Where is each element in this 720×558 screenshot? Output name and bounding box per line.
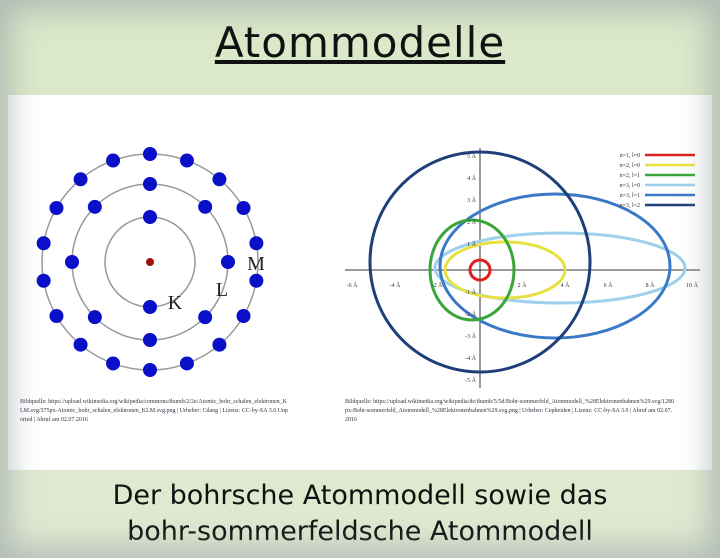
- x-axis-label: -6 Å: [347, 281, 358, 289]
- electron: [37, 274, 51, 288]
- x-axis-label: -2 Å: [432, 281, 443, 289]
- electron: [198, 310, 212, 324]
- shell-label: L: [216, 279, 228, 301]
- legend-label: n=2, l=0: [620, 163, 640, 169]
- electron: [49, 201, 63, 215]
- y-axis-label: 3 Å: [467, 196, 477, 204]
- footer-line: bohr-sommerfeldsche Atommodell: [0, 514, 720, 550]
- y-axis-label: -4 Å: [465, 354, 476, 362]
- electron: [143, 177, 157, 191]
- shell-label: K: [168, 292, 183, 314]
- footer: Der bohrsche Atommodell sowie das bohr-s…: [0, 478, 720, 550]
- bohr-sommerfeld-model: -6 Å -4 Å -2 Å 2 Å 4 Å 6 Å 8 Å 10 Å 5 Å 4 Å 3 Å 2 Å…: [345, 148, 700, 388]
- electron: [237, 201, 251, 215]
- electron: [249, 236, 263, 250]
- x-axis-label: 2 Å: [518, 281, 528, 289]
- electron: [65, 255, 79, 269]
- nucleus: [146, 258, 154, 266]
- shell-label: M: [247, 253, 265, 275]
- electron: [106, 154, 120, 168]
- footer-line: Der bohrsche Atommodell sowie das: [0, 478, 720, 514]
- y-axis-label: 1 Å: [467, 240, 477, 248]
- electron: [106, 356, 120, 370]
- electron: [143, 333, 157, 347]
- legend-label: n=3, l=1: [620, 193, 640, 199]
- electron: [212, 338, 226, 352]
- legend-label: n=2, l=1: [620, 173, 640, 179]
- legend-label: n=3, l=0: [620, 183, 640, 189]
- electron: [249, 274, 263, 288]
- electron: [221, 255, 235, 269]
- electron: [212, 172, 226, 186]
- electron: [88, 310, 102, 324]
- electron: [37, 236, 51, 250]
- electron: [198, 200, 212, 214]
- x-axis-label: 10 Å: [686, 281, 699, 289]
- y-axis-label: -5 Å: [465, 376, 476, 384]
- electron: [143, 300, 157, 314]
- electron: [49, 309, 63, 323]
- y-axis-label: 4 Å: [467, 174, 477, 182]
- y-axis-label: -1 Å: [465, 288, 476, 296]
- y-axis-label: -2 Å: [465, 310, 476, 318]
- caption: Bildquelle: https://upload.wikimedia.org…: [345, 398, 675, 425]
- electron: [74, 338, 88, 352]
- legend-label: n=3, l=2: [620, 203, 640, 209]
- caption: Bildquelle: https://upload.wikimedia.org…: [20, 398, 290, 425]
- slide: Atommodelle KLM -6 Å-4 Å-2 Å2 Å4 Å6 Å8 Å…: [0, 0, 720, 558]
- electron: [88, 200, 102, 214]
- x-axis-label: 4 Å: [561, 281, 571, 289]
- electron: [237, 309, 251, 323]
- y-axis-label: 2 Å: [467, 218, 477, 226]
- bohr-model: K LM: [37, 147, 265, 377]
- electron: [143, 210, 157, 224]
- y-axis-label: 5 Å: [467, 152, 477, 160]
- electron: [143, 363, 157, 377]
- electron: [143, 147, 157, 161]
- x-axis-label: -4 Å: [390, 281, 401, 289]
- y-axis-label: -3 Å: [465, 332, 476, 340]
- electron: [180, 356, 194, 370]
- legend-label: n=1, l=0: [620, 153, 640, 159]
- x-axis-label: 8 Å: [646, 281, 656, 289]
- electron: [180, 154, 194, 168]
- electron: [74, 172, 88, 186]
- figures: K LM -6 Å -4 Å -2 Å 2 Å 4 Å 6 Å 8 Å 10 Å 5 Å 4 Å 3 …: [0, 0, 720, 558]
- x-axis-label: 6 Å: [604, 281, 614, 289]
